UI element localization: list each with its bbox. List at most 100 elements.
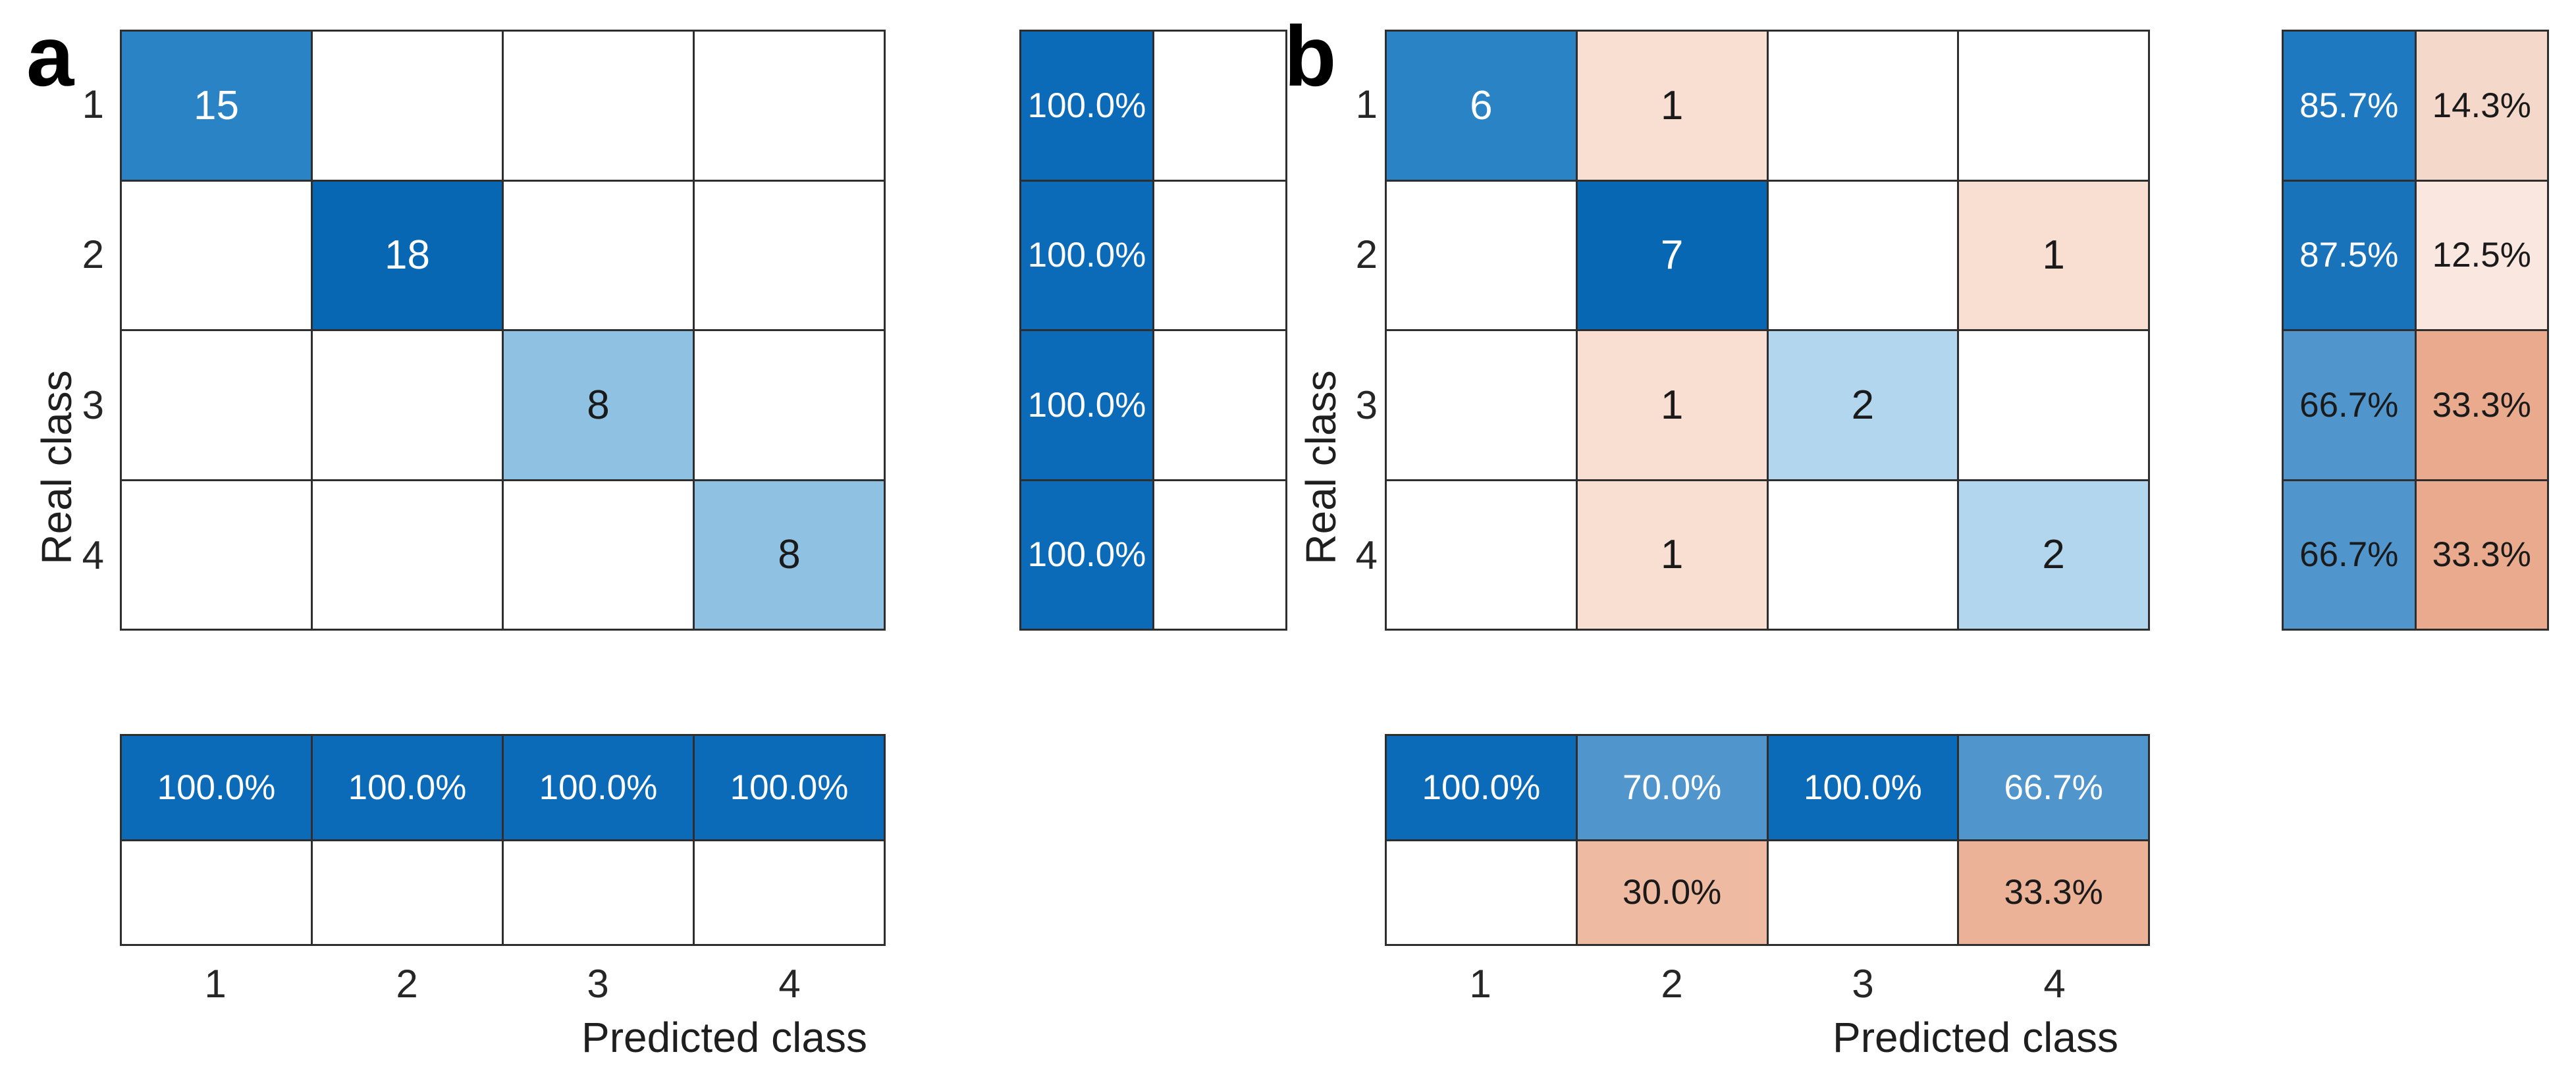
cell-value: 66.7% bbox=[2004, 768, 2103, 807]
matrix-cell: 12.5% bbox=[2416, 181, 2547, 329]
y-tick-a-4: 4 bbox=[82, 533, 104, 577]
x-tick-a-3: 3 bbox=[587, 962, 609, 1006]
matrix-cell: 6 bbox=[1387, 32, 1576, 180]
cell-value: 100.0% bbox=[539, 768, 658, 807]
cell-value: 85.7% bbox=[2299, 86, 2399, 125]
x-tick-b-1: 1 bbox=[1469, 962, 1491, 1006]
matrix-cell-empty bbox=[1387, 841, 1576, 944]
matrix-cell-empty bbox=[504, 181, 693, 329]
matrix-cell: 18 bbox=[313, 181, 502, 329]
matrix-cell: 85.7% bbox=[2284, 32, 2415, 180]
matrix-cell-empty bbox=[1959, 331, 2148, 479]
y-axis-label-b: Real class bbox=[1297, 370, 1345, 565]
matrix-cell-empty bbox=[504, 841, 693, 944]
x-tick-a-4: 4 bbox=[778, 962, 801, 1006]
cell-value: 100.0% bbox=[1027, 236, 1146, 275]
matrix-cell: 2 bbox=[1959, 481, 2148, 629]
matrix-cell-empty bbox=[122, 841, 311, 944]
matrix-cell-empty bbox=[695, 841, 884, 944]
y-tick-b-2: 2 bbox=[1355, 232, 1378, 276]
matrix-cell: 1 bbox=[1577, 32, 1767, 180]
matrix-cell: 14.3% bbox=[2416, 32, 2547, 180]
matrix-cell: 15 bbox=[122, 32, 311, 180]
matrix-cell: 87.5% bbox=[2284, 181, 2415, 329]
cell-value: 33.3% bbox=[2432, 535, 2531, 575]
row-percentage-grid-b: 85.7% 14.3% 87.5% 12.5% 66.7% 33.3% 66.7% 33.3% bbox=[2282, 30, 2549, 631]
matrix-cell-empty bbox=[313, 841, 502, 944]
x-tick-b-4: 4 bbox=[2043, 962, 2066, 1006]
cell-value: 1 bbox=[1660, 82, 1684, 128]
matrix-cell: 100.0% bbox=[1387, 736, 1576, 839]
y-axis-label-a: Real class bbox=[33, 370, 80, 565]
cell-value: 6 bbox=[1470, 82, 1493, 128]
cell-value: 100.0% bbox=[348, 768, 467, 807]
x-tick-a-2: 2 bbox=[396, 962, 418, 1006]
confusion-matrix-a: 15 18 8 8 bbox=[120, 30, 886, 631]
x-axis-label-b: Predicted class bbox=[1833, 1014, 2118, 1061]
matrix-cell-empty bbox=[122, 481, 311, 629]
matrix-cell-empty bbox=[1154, 481, 1285, 629]
matrix-cell: 7 bbox=[1577, 181, 1767, 329]
cell-value: 100.0% bbox=[1803, 768, 1922, 807]
x-tick-a-1: 1 bbox=[204, 962, 227, 1006]
matrix-cell: 100.0% bbox=[1768, 736, 1958, 839]
matrix-cell-empty bbox=[1387, 331, 1576, 479]
y-tick-a-3: 3 bbox=[82, 383, 104, 427]
cell-value: 33.3% bbox=[2432, 385, 2531, 425]
matrix-cell-empty bbox=[1154, 181, 1285, 329]
cell-value: 100.0% bbox=[1027, 385, 1146, 425]
matrix-cell-empty bbox=[1387, 481, 1576, 629]
cell-value: 15 bbox=[194, 82, 239, 128]
cell-value: 30.0% bbox=[1622, 873, 1722, 912]
matrix-cell-empty bbox=[1387, 181, 1576, 329]
matrix-cell: 70.0% bbox=[1577, 736, 1767, 839]
col-percentage-grid-b: 100.0% 70.0% 100.0% 66.7% 30.0% 33.3% bbox=[1385, 734, 2150, 946]
cell-value: 33.3% bbox=[2004, 873, 2103, 912]
matrix-cell-empty bbox=[1959, 32, 2148, 180]
matrix-cell-empty bbox=[504, 32, 693, 180]
y-tick-b-1: 1 bbox=[1355, 82, 1378, 126]
panel-a-label: a bbox=[26, 8, 74, 104]
x-axis-label-a: Predicted class bbox=[581, 1014, 867, 1061]
matrix-cell: 2 bbox=[1768, 331, 1958, 479]
y-tick-b-3: 3 bbox=[1355, 383, 1378, 427]
cell-value: 8 bbox=[778, 532, 801, 578]
matrix-cell-empty bbox=[1154, 32, 1285, 180]
confusion-matrix-b: 6 1 7 1 1 2 1 2 bbox=[1385, 30, 2150, 631]
y-tick-a-1: 1 bbox=[82, 82, 104, 126]
matrix-cell: 1 bbox=[1959, 181, 2148, 329]
matrix-cell: 100.0% bbox=[1021, 481, 1152, 629]
matrix-cell-empty bbox=[1154, 331, 1285, 479]
matrix-cell: 1 bbox=[1577, 331, 1767, 479]
cell-value: 1 bbox=[2042, 232, 2065, 278]
cell-value: 1 bbox=[1660, 532, 1684, 578]
matrix-cell: 100.0% bbox=[313, 736, 502, 839]
matrix-cell-empty bbox=[1768, 841, 1958, 944]
x-tick-b-3: 3 bbox=[1852, 962, 1874, 1006]
cell-value: 18 bbox=[385, 232, 430, 278]
matrix-cell-empty bbox=[1768, 181, 1958, 329]
cell-value: 8 bbox=[587, 382, 610, 428]
matrix-cell: 100.0% bbox=[1021, 32, 1152, 180]
cell-value: 2 bbox=[1851, 382, 1875, 428]
matrix-cell: 100.0% bbox=[695, 736, 884, 839]
cell-value: 100.0% bbox=[730, 768, 849, 807]
cell-value: 100.0% bbox=[157, 768, 276, 807]
matrix-cell: 100.0% bbox=[1021, 181, 1152, 329]
cell-value: 1 bbox=[1660, 382, 1684, 428]
x-tick-b-2: 2 bbox=[1661, 962, 1683, 1006]
matrix-cell: 8 bbox=[695, 481, 884, 629]
y-tick-a-2: 2 bbox=[82, 232, 104, 276]
matrix-cell: 1 bbox=[1577, 481, 1767, 629]
matrix-cell: 100.0% bbox=[1021, 331, 1152, 479]
row-percentage-grid-a: 100.0% 100.0% 100.0% 100.0% bbox=[1019, 30, 1287, 631]
matrix-cell-empty bbox=[504, 481, 693, 629]
matrix-cell-empty bbox=[122, 181, 311, 329]
matrix-cell-empty bbox=[122, 331, 311, 479]
cell-value: 66.7% bbox=[2299, 385, 2399, 425]
cell-value: 87.5% bbox=[2299, 236, 2399, 275]
matrix-cell: 30.0% bbox=[1577, 841, 1767, 944]
cell-value: 100.0% bbox=[1422, 768, 1541, 807]
cell-value: 70.0% bbox=[1622, 768, 1722, 807]
